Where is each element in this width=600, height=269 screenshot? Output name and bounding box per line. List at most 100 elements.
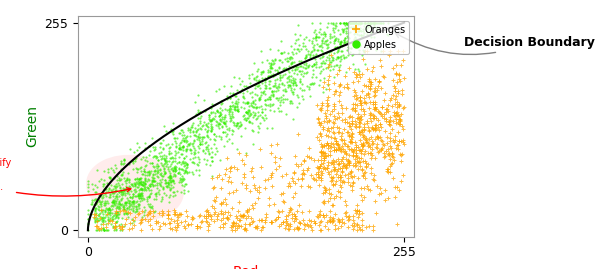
Point bbox=[347, 137, 356, 141]
Point bbox=[158, 146, 168, 150]
Point bbox=[348, 20, 358, 25]
Point bbox=[367, 142, 377, 146]
Point bbox=[299, 171, 309, 176]
Point bbox=[202, 161, 211, 166]
Point bbox=[396, 111, 406, 116]
Point bbox=[388, 119, 398, 123]
Point bbox=[118, 207, 128, 211]
Point bbox=[328, 217, 337, 222]
Point bbox=[250, 97, 260, 102]
Point bbox=[266, 93, 276, 97]
Point bbox=[276, 51, 286, 55]
Point bbox=[226, 96, 235, 101]
Point bbox=[172, 225, 182, 229]
Point bbox=[149, 176, 159, 180]
Point bbox=[367, 124, 376, 129]
Point bbox=[317, 103, 327, 107]
Point bbox=[323, 104, 332, 108]
Point bbox=[100, 199, 110, 203]
Point bbox=[277, 209, 287, 213]
Point bbox=[339, 38, 349, 43]
Point bbox=[148, 145, 158, 150]
Point bbox=[353, 20, 363, 25]
Point bbox=[321, 213, 331, 217]
Point bbox=[90, 218, 100, 222]
Point bbox=[338, 147, 348, 151]
Point bbox=[125, 147, 134, 151]
Point bbox=[290, 79, 299, 84]
Point bbox=[356, 193, 366, 197]
Point bbox=[356, 102, 366, 107]
Point bbox=[176, 177, 185, 182]
Point bbox=[341, 166, 350, 170]
Point bbox=[254, 97, 263, 101]
Point bbox=[219, 144, 229, 148]
Point bbox=[331, 148, 340, 153]
Point bbox=[266, 143, 276, 147]
Point bbox=[220, 172, 229, 176]
X-axis label: Red: Red bbox=[233, 265, 259, 269]
Point bbox=[292, 47, 302, 51]
Point bbox=[394, 139, 404, 143]
Point bbox=[122, 196, 131, 200]
Point bbox=[199, 214, 209, 218]
Point bbox=[179, 145, 188, 149]
Point bbox=[350, 109, 360, 113]
Point bbox=[161, 179, 171, 184]
Point bbox=[332, 169, 342, 174]
Point bbox=[122, 206, 132, 210]
Point bbox=[177, 133, 187, 137]
Point bbox=[319, 158, 329, 162]
Point bbox=[385, 131, 395, 135]
Point bbox=[308, 67, 318, 72]
Point bbox=[265, 70, 274, 74]
Point bbox=[130, 183, 140, 187]
Point bbox=[331, 136, 340, 140]
Point bbox=[170, 181, 179, 185]
Point bbox=[262, 211, 271, 216]
Point bbox=[145, 149, 155, 153]
Point bbox=[109, 225, 118, 229]
Point bbox=[232, 88, 242, 93]
Point bbox=[227, 112, 237, 116]
Point bbox=[323, 65, 332, 69]
Point bbox=[274, 66, 283, 70]
Point bbox=[224, 191, 233, 195]
Point bbox=[118, 216, 127, 221]
Point bbox=[179, 139, 189, 143]
Point bbox=[295, 64, 305, 68]
Point bbox=[314, 44, 324, 48]
Point bbox=[115, 190, 124, 194]
Point bbox=[334, 157, 343, 161]
Point bbox=[374, 110, 383, 115]
Point bbox=[202, 123, 211, 128]
Point bbox=[307, 39, 317, 44]
Point bbox=[257, 225, 267, 229]
Point bbox=[287, 101, 296, 105]
Point bbox=[199, 119, 209, 124]
Point bbox=[248, 129, 258, 134]
Point bbox=[391, 194, 400, 199]
Point bbox=[219, 84, 229, 88]
Point bbox=[90, 208, 100, 213]
Point bbox=[362, 32, 371, 36]
Point bbox=[199, 157, 209, 161]
Point bbox=[137, 191, 147, 195]
Point bbox=[355, 20, 364, 25]
Point bbox=[164, 221, 174, 225]
Point bbox=[185, 148, 195, 152]
Point bbox=[245, 104, 254, 108]
Point bbox=[293, 132, 303, 136]
Point bbox=[395, 103, 404, 107]
Point bbox=[152, 161, 162, 166]
Point bbox=[230, 107, 240, 111]
Point bbox=[91, 190, 100, 194]
Point bbox=[130, 210, 140, 214]
Point bbox=[254, 185, 264, 189]
Point bbox=[359, 134, 368, 139]
Point bbox=[224, 137, 233, 141]
Point bbox=[260, 83, 270, 87]
Point bbox=[284, 63, 294, 68]
Point bbox=[209, 206, 219, 211]
Point bbox=[347, 20, 356, 25]
